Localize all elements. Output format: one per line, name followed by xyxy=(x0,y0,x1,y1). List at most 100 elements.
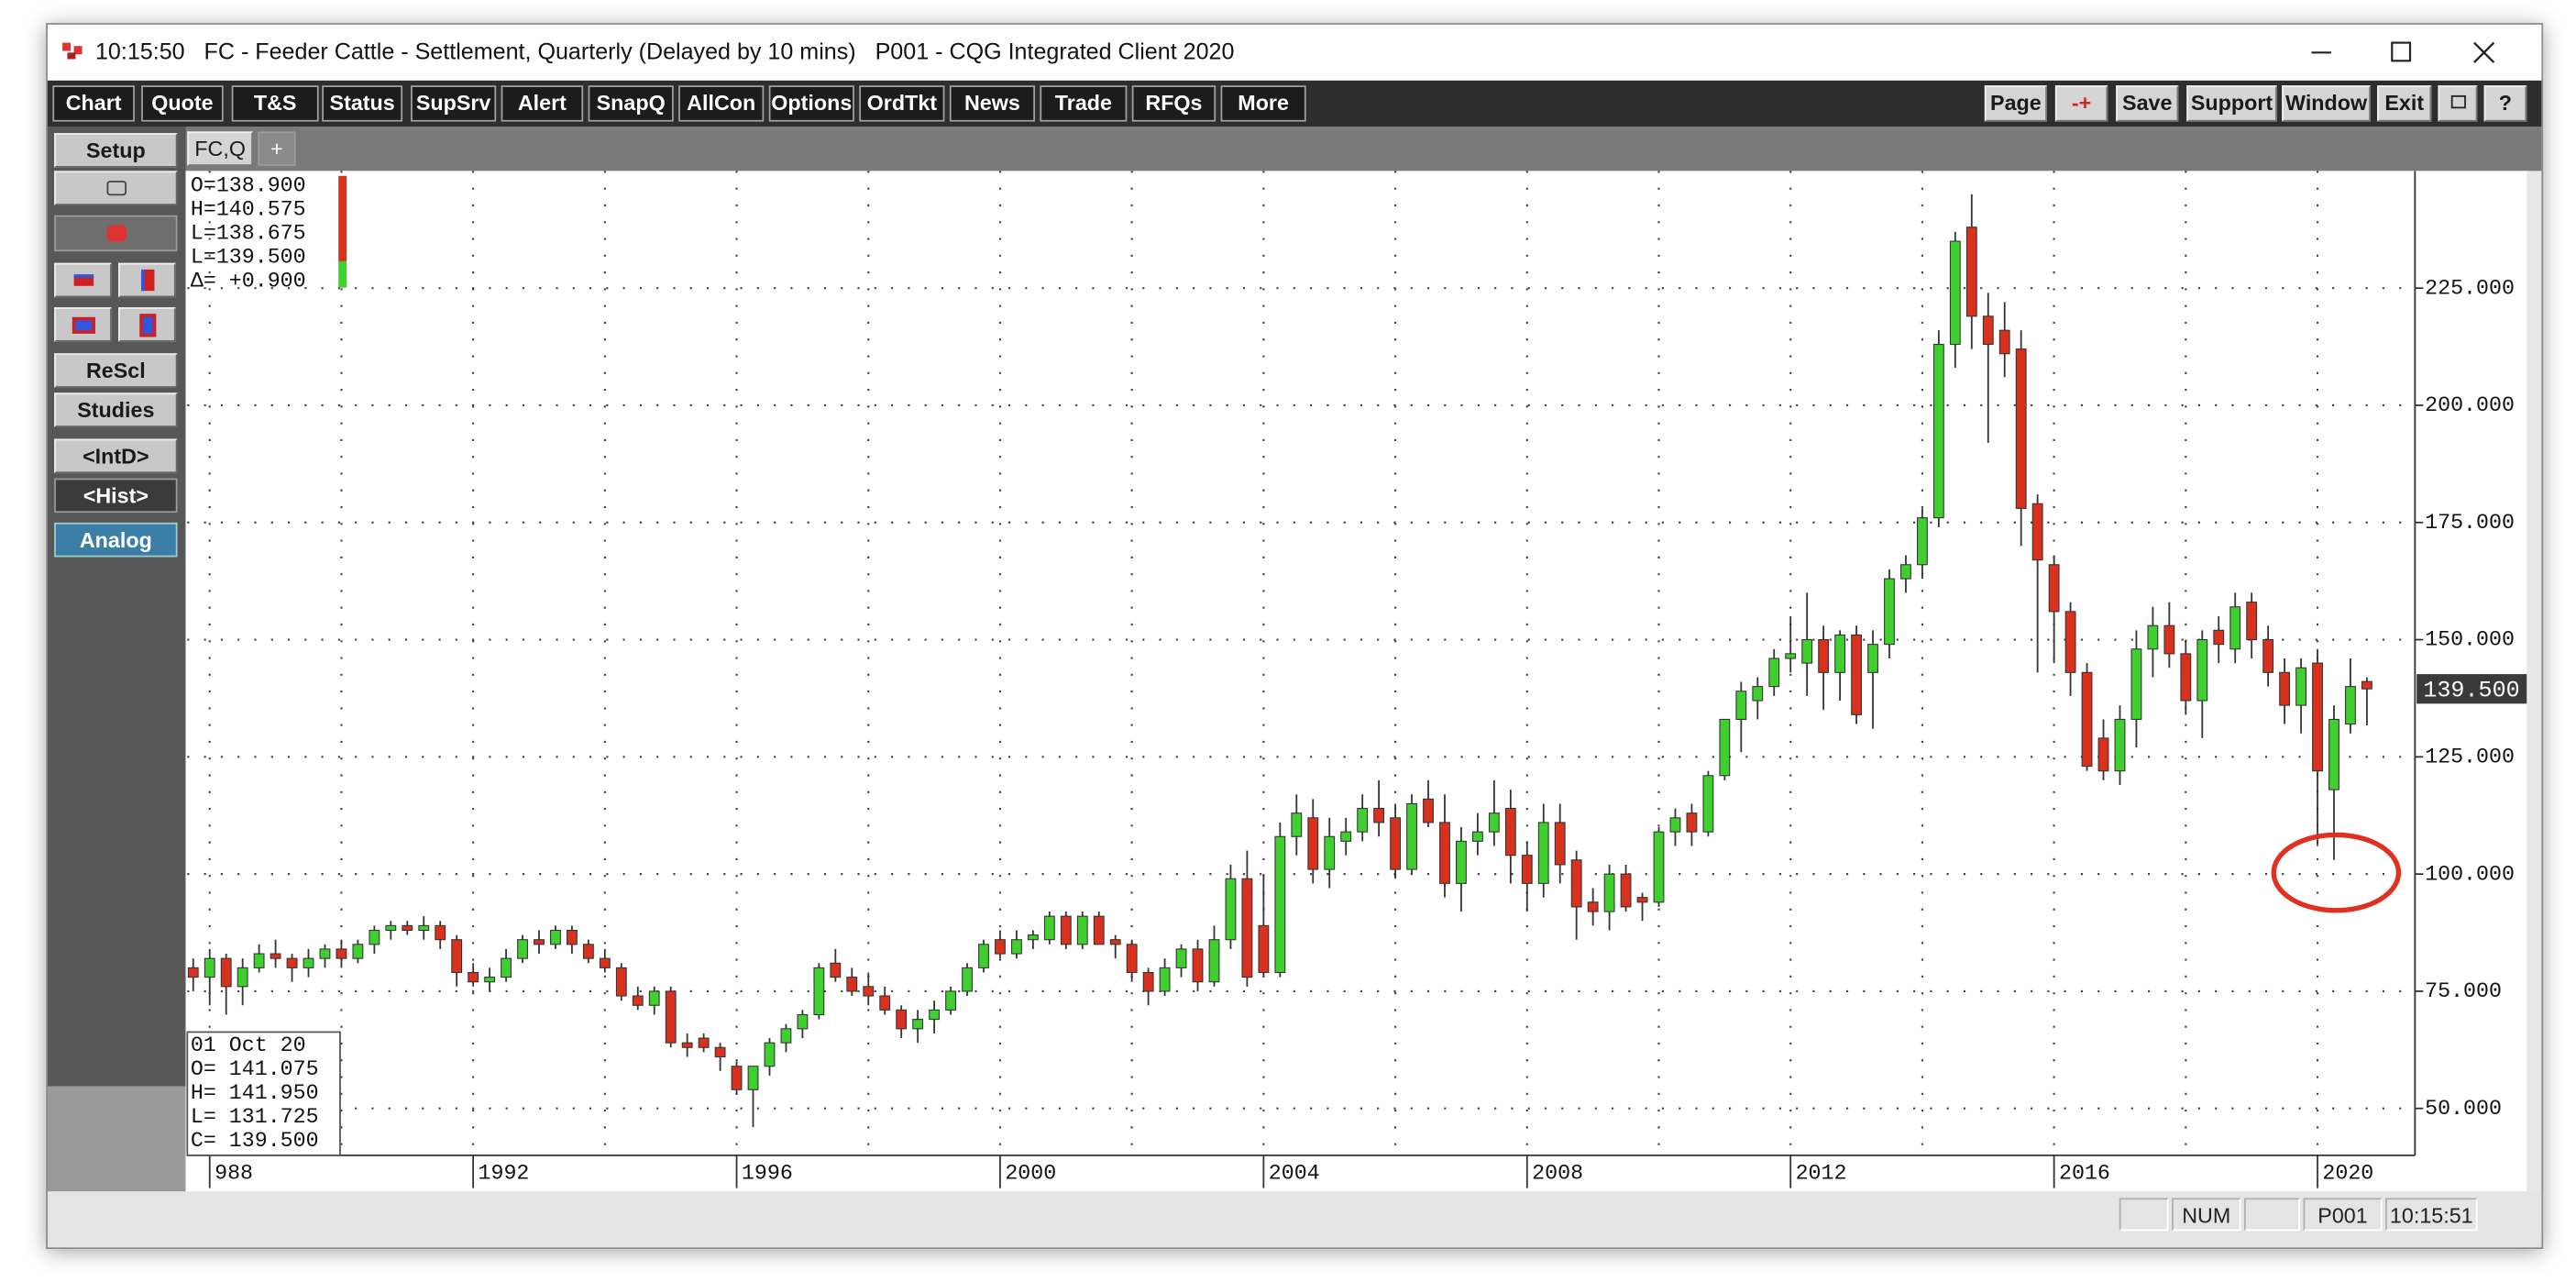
x-tick-label: 2004 xyxy=(1269,1162,1320,1186)
candle-body xyxy=(2328,718,2339,790)
candle-body xyxy=(2312,662,2323,772)
toolbar-button[interactable]: Quote xyxy=(141,85,224,122)
candle-body xyxy=(220,957,232,988)
toolbar-button[interactable]: AllCon xyxy=(678,85,765,122)
cursor-info: O= 141.075 xyxy=(191,1057,319,1081)
candle-body xyxy=(402,924,413,932)
candle-body xyxy=(1884,578,1895,646)
candle-body xyxy=(286,957,298,968)
close[interactable] xyxy=(2473,41,2495,63)
candle-body xyxy=(1373,808,1385,823)
candle-body xyxy=(2180,653,2192,702)
candle-body xyxy=(1093,915,1105,945)
candle-body xyxy=(187,967,199,978)
toolbar-button[interactable]: Window xyxy=(2282,85,2371,122)
toolbar-button[interactable]: ? xyxy=(2483,85,2527,122)
y-tick-label: 150.000 xyxy=(2425,628,2515,652)
zoom-x-button[interactable] xyxy=(54,307,112,342)
y-tick-label: 175.000 xyxy=(2425,511,2515,535)
candle-body xyxy=(1175,948,1187,968)
candle-body xyxy=(929,1009,941,1021)
candle-body xyxy=(1504,808,1516,857)
candle-body xyxy=(1060,915,1072,945)
toolbar-button[interactable]: OrdTkt xyxy=(859,85,945,122)
toolbar-button[interactable]: -+ xyxy=(2054,85,2108,122)
toolbar-button[interactable]: More xyxy=(1220,85,1306,122)
link-button[interactable] xyxy=(54,215,178,252)
candle-body xyxy=(813,967,825,1016)
candle-body xyxy=(2246,602,2258,641)
sidebar-button[interactable]: Analog xyxy=(54,522,178,558)
candle-body xyxy=(1785,653,1797,659)
candle-body xyxy=(1686,812,1698,833)
toolbar-button[interactable]: Alert xyxy=(501,85,584,122)
candle-body xyxy=(582,944,594,959)
candle-body xyxy=(945,990,956,1011)
cursor-info: H= 141.950 xyxy=(191,1081,319,1105)
toolbar-button[interactable]: T&S xyxy=(231,85,319,122)
toolbar-button[interactable]: Status xyxy=(322,85,403,122)
candle-body xyxy=(912,1019,924,1030)
cursor-info: 01 Oct 20 xyxy=(191,1033,306,1057)
restore-button[interactable] xyxy=(2438,85,2478,122)
candle-body xyxy=(270,953,281,959)
sidebar-button[interactable]: Studies xyxy=(54,392,178,427)
candle-body xyxy=(615,967,627,997)
candle-body xyxy=(336,948,347,959)
toolbar-button[interactable]: Trade xyxy=(1040,85,1128,122)
sidebar-foot xyxy=(47,1086,186,1192)
sidebar-button[interactable]: ReScl xyxy=(54,353,178,388)
sidebar-button[interactable]: <Hist> xyxy=(54,478,178,514)
last-price-label: 139.500 xyxy=(2423,678,2519,704)
candle-body xyxy=(1159,967,1171,992)
tab[interactable]: FC,Q xyxy=(187,131,253,167)
candle-body xyxy=(1620,873,1632,908)
sidebar-button[interactable]: Setup xyxy=(54,133,178,168)
scroll-left-button[interactable] xyxy=(54,262,112,298)
candle-body xyxy=(1109,939,1121,945)
last-price-tag xyxy=(2416,674,2527,704)
candle-body xyxy=(995,939,1006,955)
candle-body xyxy=(714,1046,726,1058)
print-button[interactable] xyxy=(54,171,178,206)
sidebar-button[interactable]: <IntD> xyxy=(54,438,178,474)
candle-body xyxy=(1291,812,1303,837)
window-controls[interactable] xyxy=(2300,33,2514,72)
zoom-y-button[interactable] xyxy=(118,307,176,342)
candle-body xyxy=(534,939,545,945)
toolbar-button[interactable]: Chart xyxy=(52,85,135,122)
scroll-up-button[interactable] xyxy=(118,262,176,298)
toolbar-button[interactable]: RFQs xyxy=(1131,85,1216,122)
candle-body xyxy=(1735,691,1747,720)
title-time: 10:15:50 xyxy=(94,38,185,64)
candle-body xyxy=(2064,611,2076,673)
candle-body xyxy=(550,929,561,945)
candle-body xyxy=(2163,624,2175,655)
toolbar-button[interactable]: Exit xyxy=(2377,85,2432,122)
toolbar-button[interactable]: SnapQ xyxy=(588,85,674,122)
candle-body xyxy=(1669,817,1681,833)
candle-body xyxy=(1702,775,1714,833)
candle-body xyxy=(1423,798,1434,823)
candle-body xyxy=(303,957,314,968)
candle-body xyxy=(2097,737,2109,772)
status-field: 10:15:51 xyxy=(2385,1198,2478,1232)
title-text: 10:15:50 FC - Feeder Cattle - Settlement… xyxy=(95,38,1235,64)
toolbar-button[interactable]: Support xyxy=(2186,85,2277,122)
tab[interactable]: + xyxy=(258,131,296,167)
y-tick-label: 200.000 xyxy=(2425,393,2515,417)
toolbar-button[interactable]: SupSrv xyxy=(411,85,497,122)
candle-body xyxy=(1439,822,1450,884)
candle-body xyxy=(1390,817,1401,870)
highlight-circle xyxy=(2271,832,2402,913)
toolbar-button[interactable]: Page xyxy=(1984,85,2047,122)
toolbar-button[interactable]: Save xyxy=(2116,85,2179,122)
status-bar xyxy=(47,1191,2542,1248)
maximize[interactable] xyxy=(2391,41,2412,62)
status-field: P001 xyxy=(2303,1198,2383,1232)
toolbar-button[interactable]: Options xyxy=(768,85,854,122)
candle-body xyxy=(747,1066,759,1090)
toolbar-button[interactable]: News xyxy=(949,85,1036,122)
